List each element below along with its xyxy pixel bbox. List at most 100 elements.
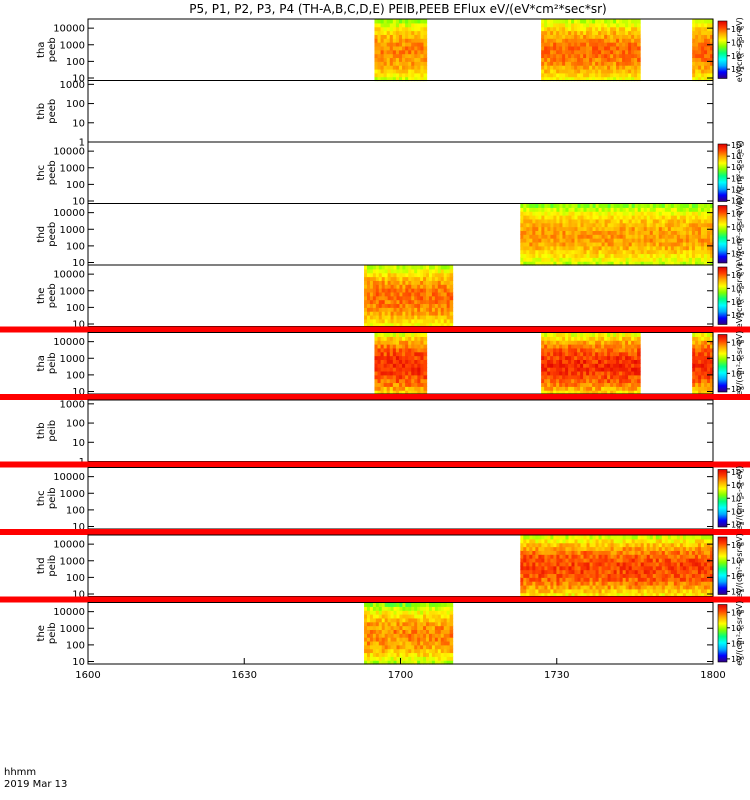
spectrogram-cell [423, 299, 427, 305]
spectrogram-cell [673, 218, 678, 224]
spectrogram-cell [655, 550, 660, 555]
spectrogram-cell [405, 390, 409, 395]
spectrogram-cell [574, 211, 579, 216]
spectrogram-cell [374, 344, 379, 349]
spectrogram-cell [670, 234, 675, 239]
spectrogram-cell [670, 538, 675, 544]
spectrogram-cell [688, 203, 693, 208]
spectrogram-cell [386, 336, 391, 341]
spectrogram-cell [556, 538, 561, 544]
spectrogram-cell [628, 355, 632, 360]
spectrogram-cell [544, 19, 548, 24]
spectrogram-cell [426, 295, 430, 301]
spectrogram-cell [568, 57, 572, 62]
spectrogram-cell [392, 359, 397, 364]
spectrogram-cell [707, 26, 711, 32]
spectrogram-cell [694, 565, 699, 571]
spectrogram-cell [571, 558, 576, 563]
spectrogram-cell [583, 565, 588, 571]
spectrogram-cell [547, 336, 551, 341]
spectrogram-cell [387, 625, 392, 630]
spectrogram-cell [544, 261, 548, 266]
spectrogram-cell [704, 49, 708, 55]
spectrogram-cell [616, 222, 621, 228]
spectrogram-cell [553, 344, 557, 349]
spectrogram-cell [586, 378, 590, 384]
spectrogram-cell [386, 386, 391, 391]
spectrogram-cell [565, 386, 569, 391]
spectrogram-cell [664, 249, 669, 255]
spectrogram-cell [595, 370, 599, 376]
spectrogram-cell [610, 203, 615, 208]
spectrogram-cell [395, 30, 400, 35]
spectrogram-cell [598, 382, 602, 387]
spectrogram-cell [426, 272, 430, 278]
spectrogram-cell [423, 38, 428, 43]
spectrogram-cell [538, 569, 542, 575]
spectrogram-cell [574, 215, 579, 220]
spectrogram-cell [667, 561, 672, 567]
spectrogram-cell [577, 577, 582, 582]
spectrogram-cell [616, 390, 620, 395]
spectrogram-cell [577, 351, 581, 357]
spectrogram-cell [586, 542, 591, 548]
spectrogram-cell [625, 554, 630, 559]
spectrogram-cell [411, 268, 415, 274]
spectrogram-cell [414, 268, 418, 274]
spectrogram-cell [607, 565, 612, 571]
spectrogram-cell [607, 57, 611, 62]
spectrogram-cell [637, 218, 642, 224]
spectrogram-cell [386, 38, 391, 43]
spectrogram-cell [556, 351, 560, 357]
spectrogram-cell [583, 577, 588, 582]
spectrogram-cell [568, 234, 573, 239]
spectrogram-cell [637, 249, 642, 255]
spectrogram-cell [619, 72, 623, 78]
spectrogram-cell [565, 546, 570, 551]
spectrogram-cell [580, 332, 584, 337]
spectrogram-cell [559, 61, 563, 66]
spectrogram-cell [547, 565, 551, 571]
spectrogram-cell [431, 303, 436, 308]
spectrogram-cell [698, 49, 702, 55]
spectrogram-cell [625, 261, 630, 266]
spectrogram-cell [695, 370, 699, 376]
spectrogram-cell [652, 538, 657, 544]
spectrogram-cell [604, 76, 608, 82]
spectrogram-cell [420, 367, 425, 372]
spectrogram-cell [399, 648, 404, 654]
spectrogram-cell [580, 351, 584, 357]
spectrogram-cell [420, 288, 424, 293]
spectrogram-cell [372, 299, 377, 305]
spectrogram-cell [688, 261, 693, 266]
spectrogram-cell [366, 265, 371, 270]
spectrogram-cell [544, 558, 548, 563]
spectrogram-cell [374, 367, 379, 372]
spectrogram-cell [411, 49, 415, 55]
spectrogram-cell [529, 550, 533, 555]
spectrogram-cell [449, 291, 454, 297]
spectrogram-cell [622, 546, 627, 551]
spectrogram-cell [625, 245, 630, 251]
spectrogram-cell [613, 38, 617, 43]
spectrogram-cell [565, 332, 569, 337]
spectrogram-cell [426, 625, 430, 630]
spectrogram-cell [553, 72, 557, 78]
spectrogram-cell [446, 288, 451, 293]
spectrogram-cell [595, 49, 599, 55]
spectrogram-cell [595, 577, 600, 582]
spectrogram-cell [607, 215, 612, 220]
spectrogram-cell [390, 629, 395, 634]
spectrogram-cell [437, 640, 442, 646]
spectrogram-cell [706, 211, 711, 216]
spectrogram-cell [372, 629, 377, 634]
spectrogram-cell [700, 546, 705, 551]
spectrogram-cell [619, 234, 624, 239]
spectrogram-cell [520, 234, 524, 239]
spectrogram-cell [541, 558, 545, 563]
spectrogram-cell [398, 65, 403, 70]
spectrogram-cell [423, 340, 428, 345]
spectrogram-cell [550, 49, 554, 55]
spectrogram-cell [541, 581, 545, 586]
spectrogram-cell [381, 295, 386, 301]
